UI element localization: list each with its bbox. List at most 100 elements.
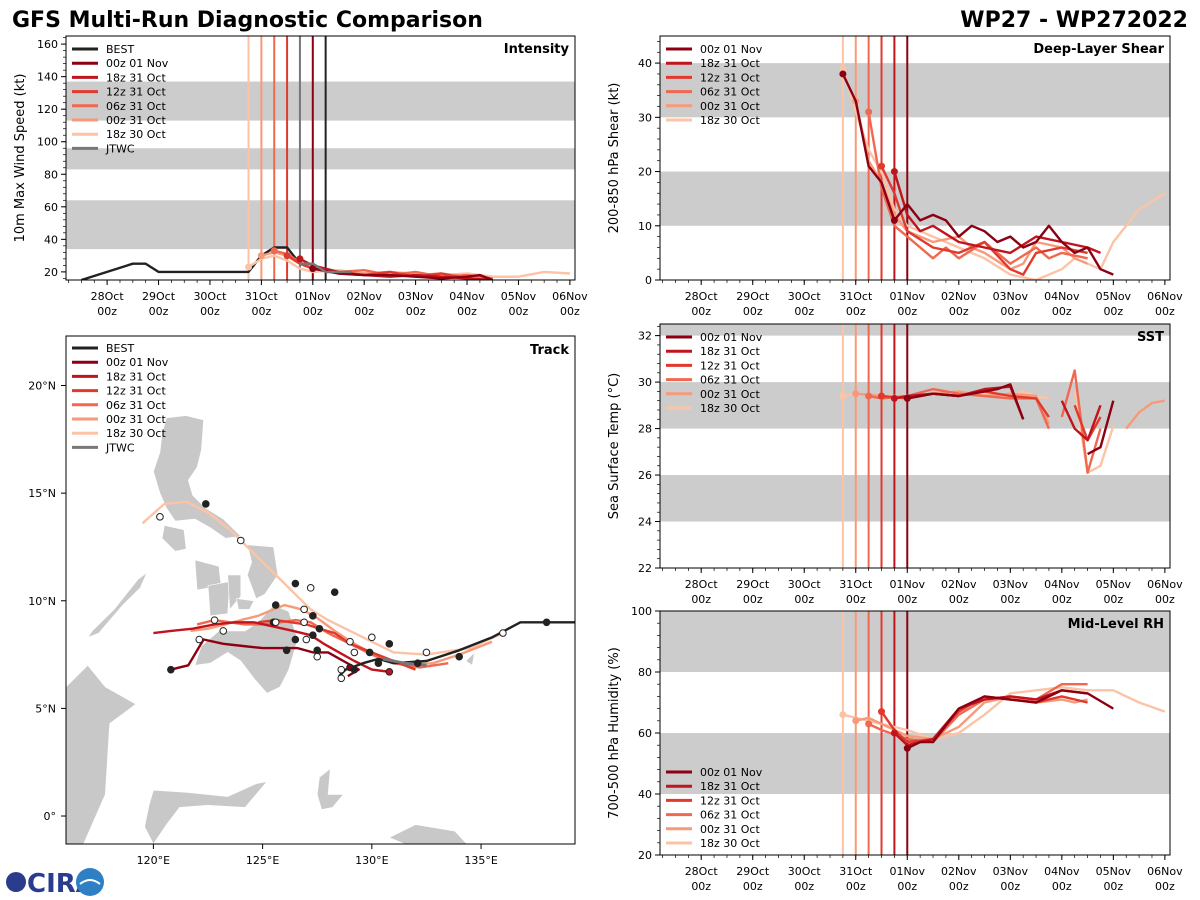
sst-xtick-date: 02Nov: [941, 578, 977, 591]
sst-legend-label: 00z 31 Oct: [700, 388, 760, 401]
sst-series-line: [1087, 400, 1115, 456]
shear-xtick-date: 30Oct: [788, 290, 822, 303]
shear-xtick-hour: 00z: [1103, 305, 1123, 318]
shear-legend-label: 06z 31 Oct: [700, 86, 760, 99]
track-position-marker: [195, 635, 204, 644]
track-position-marker: [291, 579, 300, 588]
sst-xtick-hour: 00z: [1052, 593, 1072, 606]
rh-legend-label: 18z 31 Oct: [700, 780, 760, 793]
sst-xtick-date: 03Nov: [993, 578, 1029, 591]
sst-xtick-hour: 00z: [846, 593, 866, 606]
sst-xtick-date: 05Nov: [1096, 578, 1132, 591]
rh-legend-label: 12z 31 Oct: [700, 794, 760, 807]
sst-xtick-hour: 00z: [949, 593, 969, 606]
shear-series-line: [867, 111, 1088, 265]
shear-series-start-marker: [890, 168, 898, 176]
sst-plot-area: [660, 324, 1170, 568]
sst-xtick-date: 01Nov: [890, 578, 926, 591]
intensity-series-line: [312, 267, 494, 280]
sst-series-line: [1073, 391, 1115, 474]
intensity-xtick-date: 01Nov: [295, 290, 331, 303]
sst-band: [660, 382, 1170, 429]
sst-legend-label: 00z 01 Nov: [700, 331, 763, 344]
intensity-xtick-hour: 00z: [406, 305, 426, 318]
track-position-marker: [350, 665, 359, 674]
sst-ytick-label: 30: [638, 376, 652, 389]
track-position-marker: [368, 633, 376, 642]
track-position-marker: [309, 631, 317, 640]
shear-series-start-marker: [839, 70, 847, 78]
track-land-mass: [465, 651, 475, 666]
track-plot-area: [66, 415, 575, 844]
shear-legend-label: 00z 31 Oct: [700, 100, 760, 113]
rh-xtick-date: 03Nov: [993, 865, 1029, 878]
shear-series-line: [893, 202, 1114, 276]
rh-series-line: [855, 695, 1088, 741]
sst-ylabel: Sea Surface Temp (°C): [607, 373, 622, 520]
intensity-ytick-label: 80: [44, 168, 58, 181]
intensity-xtick-hour: 00z: [354, 305, 374, 318]
sst-xtick-date: 29Oct: [736, 578, 770, 591]
rh-ylabel: 700-500 hPa Humidity (%): [607, 647, 622, 819]
storm-id-title: WP27 - WP272022: [960, 8, 1188, 33]
sst-xtick-date: 30Oct: [788, 578, 822, 591]
rh-xtick-hour: 00z: [949, 880, 969, 893]
track-position-marker: [365, 648, 374, 657]
sst-title: SST: [1137, 330, 1164, 345]
shear-xtick-hour: 00z: [1000, 305, 1020, 318]
intensity-band: [66, 148, 575, 170]
track-position-marker: [306, 584, 315, 592]
sst-series-start-marker: [839, 392, 847, 400]
rh-ytick-label: 20: [638, 849, 652, 862]
sst-ytick-label: 22: [638, 562, 652, 575]
rh-ytick-label: 100: [631, 605, 652, 618]
track-position-marker: [315, 624, 324, 633]
track-legend-label: BEST: [106, 342, 134, 355]
sst-legend-label: 18z 30 Oct: [700, 402, 760, 415]
track-position-marker: [346, 637, 354, 646]
intensity-plot-area: [66, 36, 575, 280]
intensity-xtick-hour: 00z: [251, 305, 271, 318]
track-position-marker: [337, 665, 346, 674]
track-legend-label: 18z 31 Oct: [106, 370, 166, 383]
track-position-marker: [271, 618, 280, 627]
intensity-xtick-hour: 00z: [97, 305, 117, 318]
track-ytick-label: 15°N: [28, 487, 56, 500]
rh-series-start-marker: [865, 720, 873, 728]
rh-legend-label: 18z 30 Oct: [700, 837, 760, 850]
track-ytick-label: 5°N: [35, 702, 56, 715]
sst-xtick-hour: 00z: [691, 593, 711, 606]
track-legend-label: 00z 01 Nov: [106, 356, 169, 369]
sst-legend-label: 12z 31 Oct: [700, 359, 760, 372]
shear-xtick-date: 03Nov: [993, 290, 1029, 303]
rh-xtick-hour: 00z: [1052, 880, 1072, 893]
intensity-legend-label: 12z 31 Oct: [106, 86, 166, 99]
track-panel: 120°E 125°E 130°E 135°E 0° 5°N 10°N 15°N 20°N Tra…: [28, 335, 576, 867]
intensity-xtick-date: 03Nov: [398, 290, 434, 303]
intensity-xtick-date: 31Oct: [245, 290, 279, 303]
intensity-title: Intensity: [504, 42, 570, 57]
intensity-frame: [65, 35, 576, 281]
shear-series-line: [841, 73, 896, 221]
sst-xtick-date: 31Oct: [839, 578, 873, 591]
shear-xtick-hour: 00z: [949, 305, 969, 318]
intensity-ytick-label: 20: [44, 266, 58, 279]
intensity-band: [66, 200, 575, 250]
track-position-marker: [337, 674, 346, 683]
intensity-series-start-marker: [270, 247, 278, 255]
track-position-marker: [210, 616, 219, 624]
shear-xtick-hour: 00z: [1052, 305, 1072, 318]
sst-ytick-label: 32: [638, 330, 652, 343]
rh-legend-label: 00z 01 Nov: [700, 766, 763, 779]
rh-panel: 20 40 60 80 100 28Oct 00z 29Oct 00z 30Oct 00z 31Oct…: [607, 605, 1183, 893]
shear-series-line: [880, 165, 1088, 276]
shear-xtick-date: 29Oct: [736, 290, 770, 303]
track-position-marker: [300, 618, 308, 627]
track-title: Track: [530, 343, 569, 358]
sst-xtick-date: 06Nov: [1147, 578, 1183, 591]
rh-xtick-date: 01Nov: [890, 865, 926, 878]
sst-series-start-marker: [903, 394, 911, 402]
shear-ytick-label: 10: [638, 220, 652, 233]
track-xtick-label: 130°E: [355, 854, 388, 867]
shear-legend-label: 18z 30 Oct: [700, 114, 760, 127]
